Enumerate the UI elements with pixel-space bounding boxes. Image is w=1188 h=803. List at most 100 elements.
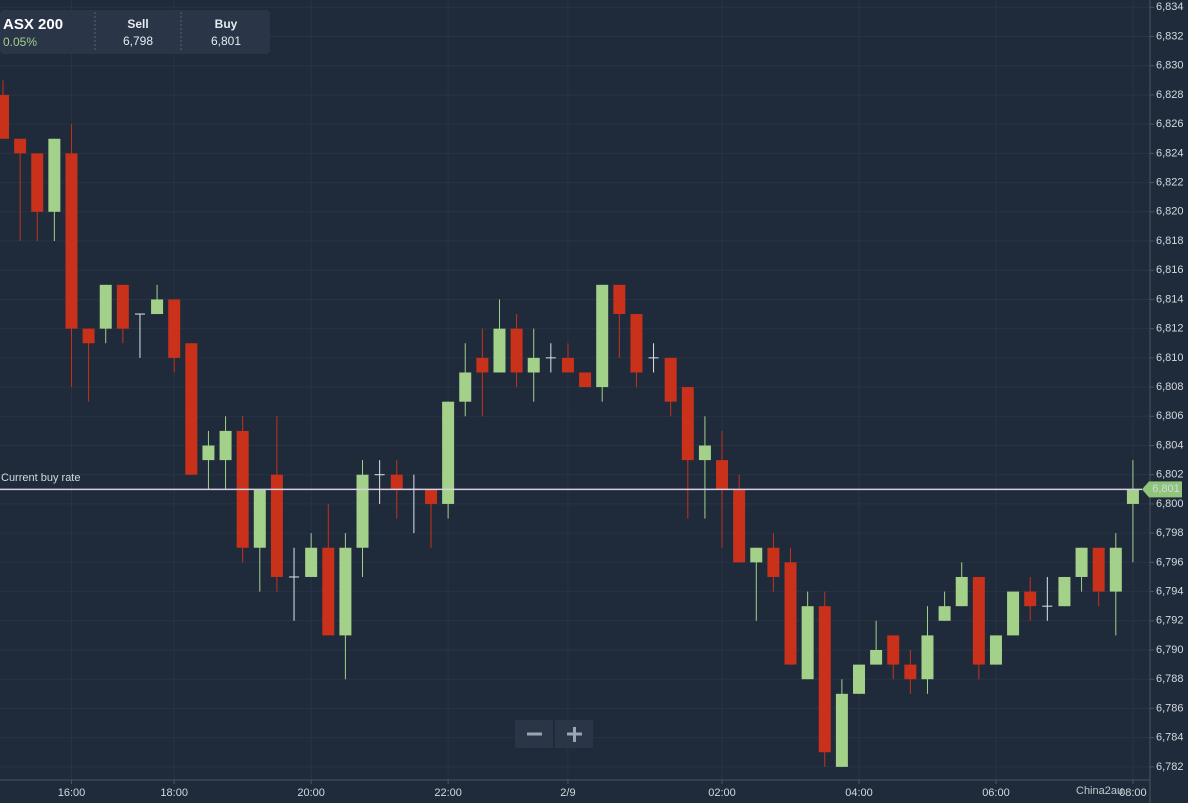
candle-body xyxy=(510,328,523,373)
y-tick-label: 6,828 xyxy=(1156,89,1184,101)
candle-body xyxy=(1126,489,1139,504)
candle-body xyxy=(818,606,831,753)
y-tick-label: 6,832 xyxy=(1156,30,1184,42)
candle-body xyxy=(493,328,506,373)
candle-body xyxy=(1092,547,1105,592)
candle-body xyxy=(0,94,9,139)
sell-label[interactable]: Sell xyxy=(127,17,148,31)
candle-body xyxy=(1024,591,1037,607)
candle-body xyxy=(835,693,848,767)
y-tick-label: 6,814 xyxy=(1156,293,1184,305)
candle-body xyxy=(750,547,763,563)
candle-body xyxy=(596,284,609,388)
candle-body xyxy=(972,576,985,665)
current-rate-value: 6,801 xyxy=(1152,483,1180,495)
x-tick-label: 22:00 xyxy=(434,787,462,799)
candle-body xyxy=(219,430,232,461)
y-tick-label: 6,800 xyxy=(1156,498,1184,510)
y-tick-label: 6,816 xyxy=(1156,264,1184,276)
candle-body xyxy=(1058,576,1071,607)
candle-body xyxy=(561,357,574,373)
candle-body xyxy=(801,606,814,680)
candle-body xyxy=(664,357,677,402)
y-tick-label: 6,786 xyxy=(1156,702,1184,714)
candle-body xyxy=(921,635,934,680)
candle-body xyxy=(938,606,951,621)
candle-body xyxy=(955,576,968,607)
y-tick-label: 6,808 xyxy=(1156,381,1184,393)
candle-body xyxy=(733,489,746,563)
x-tick-label: 18:00 xyxy=(160,787,188,799)
candles xyxy=(0,80,1139,767)
y-tick-label: 6,810 xyxy=(1156,352,1184,364)
candle-body xyxy=(459,372,472,402)
y-tick-label: 6,794 xyxy=(1156,585,1184,597)
y-tick-label: 6,834 xyxy=(1156,1,1184,13)
candle-body xyxy=(270,474,283,577)
candle-body xyxy=(99,284,112,329)
x-tick-label: 16:00 xyxy=(58,787,86,799)
current-rate-label: Current buy rate xyxy=(1,472,80,484)
candle-body xyxy=(853,664,865,694)
candle-body xyxy=(390,474,403,490)
candle-body xyxy=(14,138,27,154)
x-tick-label: 20:00 xyxy=(297,787,325,799)
candle-body xyxy=(989,635,1002,665)
current-rate-tag xyxy=(1142,481,1182,498)
header-panel: ASX 200 0.05% Sell 6,798 Buy 6,801 xyxy=(0,10,270,54)
change: 0.05% xyxy=(3,35,37,49)
candle-body xyxy=(904,664,917,680)
y-tick-label: 6,790 xyxy=(1156,644,1184,656)
overlay: Current buy rate 6,801 China2au xyxy=(0,472,1182,797)
candle-body xyxy=(116,284,129,329)
buy-label[interactable]: Buy xyxy=(215,17,238,31)
candle-body xyxy=(202,445,215,461)
candle-body xyxy=(579,372,592,388)
candle-body xyxy=(48,138,61,212)
candle-body xyxy=(305,547,318,577)
candle-body xyxy=(65,153,78,329)
y-tick-label: 6,796 xyxy=(1156,556,1184,568)
y-tick-label: 6,782 xyxy=(1156,761,1184,773)
buy-value[interactable]: 6,801 xyxy=(211,34,241,48)
candle-body xyxy=(425,489,437,504)
sell-value[interactable]: 6,798 xyxy=(123,34,153,48)
candle-body xyxy=(767,547,780,577)
candle-body xyxy=(476,357,489,373)
x-tick-label: 04:00 xyxy=(845,787,873,799)
y-tick-label: 6,784 xyxy=(1156,732,1184,744)
watermark: China2au xyxy=(1076,785,1123,797)
symbol: ASX 200 xyxy=(3,16,63,33)
y-tick-label: 6,820 xyxy=(1156,206,1184,218)
candle-body xyxy=(339,547,352,636)
candle-body xyxy=(1075,547,1088,577)
x-tick-label: 08:00 xyxy=(1119,787,1147,799)
candle-body xyxy=(151,299,164,315)
candle-body xyxy=(1109,547,1122,592)
candle-body xyxy=(716,460,729,490)
x-tick-label: 2/9 xyxy=(560,787,575,799)
y-tick-label: 6,802 xyxy=(1156,469,1184,481)
y-tick-label: 6,812 xyxy=(1156,323,1184,335)
candle-body xyxy=(698,445,711,461)
y-tick-label: 6,806 xyxy=(1156,410,1184,422)
y-tick-label: 6,798 xyxy=(1156,527,1184,539)
y-tick-label: 6,792 xyxy=(1156,615,1184,627)
header-box xyxy=(0,10,270,54)
x-tick-label: 02:00 xyxy=(708,787,736,799)
candle-body xyxy=(613,284,626,315)
candle-body xyxy=(322,547,335,636)
candle-body xyxy=(185,343,198,475)
candle-body xyxy=(681,387,694,461)
candle-body xyxy=(82,328,95,344)
zoom-controls xyxy=(515,720,593,748)
candle-body xyxy=(168,299,181,358)
candle-body xyxy=(527,357,540,373)
candle-body xyxy=(356,474,369,548)
candle-body xyxy=(442,401,455,504)
candle-body xyxy=(630,314,643,373)
candle-body xyxy=(1007,591,1020,636)
candle-body xyxy=(870,650,883,665)
